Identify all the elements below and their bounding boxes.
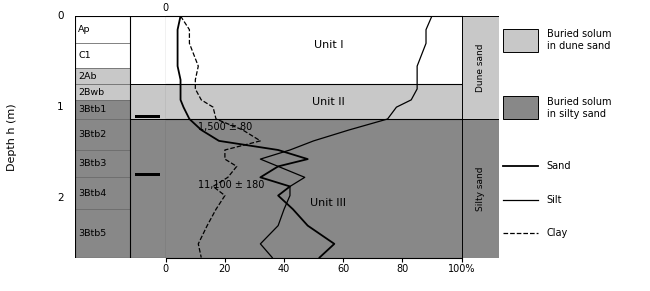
Text: 2Ab: 2Ab (78, 72, 97, 81)
Text: Sand: Sand (547, 161, 571, 171)
Text: Buried solum
in dune sand: Buried solum in dune sand (547, 29, 611, 51)
Text: Unit I: Unit I (314, 40, 343, 50)
Bar (75, 68, 130, 84)
Text: Ap: Ap (78, 25, 90, 34)
Text: 3Btb1: 3Btb1 (78, 105, 107, 114)
Text: Silty sand: Silty sand (476, 166, 485, 210)
Text: Clay: Clay (547, 228, 568, 238)
Bar (462, 16, 499, 119)
Bar (75, 43, 130, 68)
Bar (75, 119, 130, 150)
Bar (75, 177, 130, 209)
Text: 2: 2 (57, 193, 64, 203)
Text: 3Btb2: 3Btb2 (78, 130, 107, 139)
Bar (462, 119, 499, 258)
Bar (75, 209, 130, 258)
Bar (503, 29, 538, 52)
Bar (130, 84, 166, 119)
Text: C1: C1 (78, 51, 91, 60)
Text: 2Bwb: 2Bwb (78, 88, 104, 97)
Bar (135, 173, 161, 176)
Bar (75, 150, 130, 177)
Bar (75, 100, 130, 119)
Text: 11,100 ± 180: 11,100 ± 180 (198, 180, 265, 190)
Text: Unit III: Unit III (311, 198, 346, 208)
Text: 0: 0 (162, 3, 169, 13)
Bar (166, 84, 462, 119)
Text: 3Btb5: 3Btb5 (78, 229, 107, 238)
Text: Buried solum
in silty sand: Buried solum in silty sand (547, 97, 611, 119)
Bar (75, 84, 130, 100)
Text: 3Btb4: 3Btb4 (78, 189, 107, 198)
Bar (130, 16, 166, 84)
Bar (166, 119, 462, 258)
Bar (135, 115, 161, 118)
Text: 0: 0 (57, 11, 64, 21)
Bar (503, 96, 538, 119)
Text: 3Btb3: 3Btb3 (78, 159, 107, 168)
Bar (75, 16, 130, 43)
Text: Unit II: Unit II (312, 97, 344, 107)
Text: Silt: Silt (547, 195, 562, 205)
Text: Dune sand: Dune sand (476, 43, 485, 92)
Text: 1,500 ± 80: 1,500 ± 80 (198, 122, 253, 132)
Text: 1: 1 (57, 102, 64, 112)
Bar (166, 16, 462, 84)
Bar (130, 119, 166, 258)
Text: Depth h (m): Depth h (m) (6, 103, 17, 171)
